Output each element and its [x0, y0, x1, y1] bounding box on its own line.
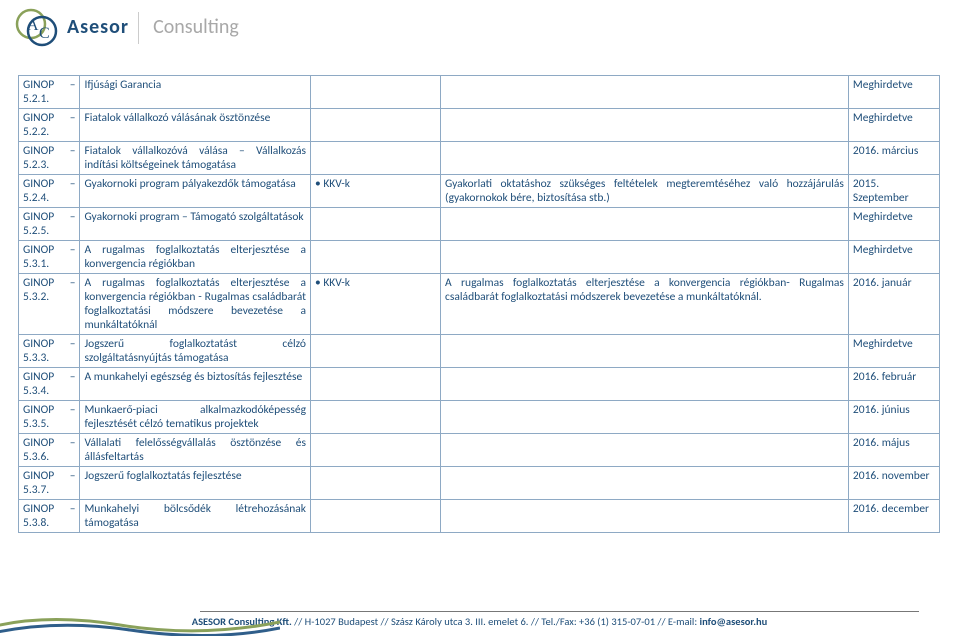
brand-logo: A C Asesor Consulting [15, 6, 239, 50]
title-cell: Munkahelyi bölcsődék létrehozásának támo… [80, 500, 311, 533]
code-cell: GINOP – 5.3.8. [19, 500, 80, 533]
code-cell: GINOP – 5.3.1. [19, 241, 80, 274]
title-cell: Fiatalok vállalkozóvá válása – Vállalkoz… [80, 142, 311, 175]
bullet-cell [311, 434, 441, 467]
desc-cell: Gyakorlati oktatáshoz szükséges feltétel… [441, 175, 849, 208]
date-cell: Meghirdetve [848, 208, 939, 241]
date-cell: 2015. Szeptember [848, 175, 939, 208]
title-cell: Gyakornoki program – Támogató szolgáltat… [80, 208, 311, 241]
date-cell: 2016. december [848, 500, 939, 533]
desc-cell [441, 500, 849, 533]
table-row: GINOP – 5.3.2.A rugalmas foglalkoztatás … [19, 274, 940, 335]
title-cell: Ifjúsági Garancia [80, 76, 311, 109]
desc-cell: A rugalmas foglalkoztatás elterjesztése … [441, 274, 849, 335]
desc-cell [441, 401, 849, 434]
svg-text:C: C [39, 25, 50, 42]
code-cell: GINOP – 5.3.5. [19, 401, 80, 434]
desc-cell [441, 368, 849, 401]
table-row: GINOP – 5.3.5.Munkaerő-piaci alkalmazkod… [19, 401, 940, 434]
table-row: GINOP – 5.2.3.Fiatalok vállalkozóvá válá… [19, 142, 940, 175]
table-container: GINOP – 5.2.1.Ifjúsági Garancia Meghirdet… [18, 75, 940, 533]
desc-cell [441, 434, 849, 467]
date-cell: Meghirdetve [848, 109, 939, 142]
bullet-cell [311, 467, 441, 500]
code-cell: GINOP – 5.2.2. [19, 109, 80, 142]
title-cell: Jogszerű foglalkoztatás fejlesztése [80, 467, 311, 500]
title-cell: Gyakornoki program pályakezdők támogatás… [80, 175, 311, 208]
footer-text: ASESOR Consulting Kft. // H-1027 Budapes… [0, 615, 959, 636]
bullet-cell: • KKV-k [311, 274, 441, 335]
desc-cell [441, 335, 849, 368]
code-cell: GINOP – 5.2.3. [19, 142, 80, 175]
date-cell: 2016. június [848, 401, 939, 434]
table-row: GINOP – 5.2.1.Ifjúsági Garancia Meghirdet… [19, 76, 940, 109]
table-row: GINOP – 5.2.5.Gyakornoki program – Támog… [19, 208, 940, 241]
code-cell: GINOP – 5.3.6. [19, 434, 80, 467]
bullet-cell [311, 401, 441, 434]
table-row: GINOP – 5.3.7.Jogszerű foglalkoztatás fe… [19, 467, 940, 500]
title-cell: Vállalati felelősségvállalás ösztönzése … [80, 434, 311, 467]
page-footer: ASESOR Consulting Kft. // H-1027 Budapes… [0, 611, 959, 636]
date-cell: 2016. május [848, 434, 939, 467]
logo-emblem: A C [15, 6, 59, 50]
date-cell: 2016. március [848, 142, 939, 175]
desc-cell [441, 241, 849, 274]
bullet-cell [311, 208, 441, 241]
date-cell: 2016. február [848, 368, 939, 401]
table-row: GINOP – 5.2.4.Gyakornoki program pályake… [19, 175, 940, 208]
svg-text:A: A [27, 17, 39, 34]
date-cell: Meghirdetve [848, 335, 939, 368]
table-row: GINOP – 5.3.1.A rugalmas foglalkoztatás … [19, 241, 940, 274]
table-row: GINOP – 5.3.3.Jogszerű foglalkoztatást c… [19, 335, 940, 368]
table-row: GINOP – 5.2.2.Fiatalok vállalkozó válásá… [19, 109, 940, 142]
bullet-cell [311, 368, 441, 401]
bullet-cell [311, 500, 441, 533]
bullet-cell [311, 76, 441, 109]
code-cell: GINOP – 5.3.7. [19, 467, 80, 500]
programs-table: GINOP – 5.2.1.Ifjúsági Garancia Meghirdet… [18, 75, 940, 533]
desc-cell [441, 467, 849, 500]
desc-cell [441, 208, 849, 241]
brand-name: Asesor Consulting [67, 12, 239, 44]
title-cell: Fiatalok vállalkozó válásának ösztönzése [80, 109, 311, 142]
date-cell: Meghirdetve [848, 241, 939, 274]
date-cell: Meghirdetve [848, 76, 939, 109]
code-cell: GINOP – 5.2.1. [19, 76, 80, 109]
title-cell: A rugalmas foglalkoztatás elterjesztése … [80, 241, 311, 274]
code-cell: GINOP – 5.3.3. [19, 335, 80, 368]
bullet-cell: • KKV-k [311, 175, 441, 208]
title-cell: A rugalmas foglalkoztatás elterjesztése … [80, 274, 311, 335]
title-cell: A munkahelyi egészség és biztosítás fejl… [80, 368, 311, 401]
bullet-cell [311, 241, 441, 274]
code-cell: GINOP – 5.3.4. [19, 368, 80, 401]
bullet-cell [311, 335, 441, 368]
date-cell: 2016. január [848, 274, 939, 335]
bullet-cell [311, 142, 441, 175]
table-row: GINOP – 5.3.4.A munkahelyi egészség és b… [19, 368, 940, 401]
date-cell: 2016. november [848, 467, 939, 500]
title-cell: Jogszerű foglalkoztatást célzó szolgálta… [80, 335, 311, 368]
table-row: GINOP – 5.3.8.Munkahelyi bölcsődék létre… [19, 500, 940, 533]
title-cell: Munkaerő-piaci alkalmazkodóképesség fejl… [80, 401, 311, 434]
desc-cell [441, 76, 849, 109]
desc-cell [441, 109, 849, 142]
code-cell: GINOP – 5.2.4. [19, 175, 80, 208]
desc-cell [441, 142, 849, 175]
code-cell: GINOP – 5.3.2. [19, 274, 80, 335]
code-cell: GINOP – 5.2.5. [19, 208, 80, 241]
table-row: GINOP – 5.3.6.Vállalati felelősségvállal… [19, 434, 940, 467]
bullet-cell [311, 109, 441, 142]
